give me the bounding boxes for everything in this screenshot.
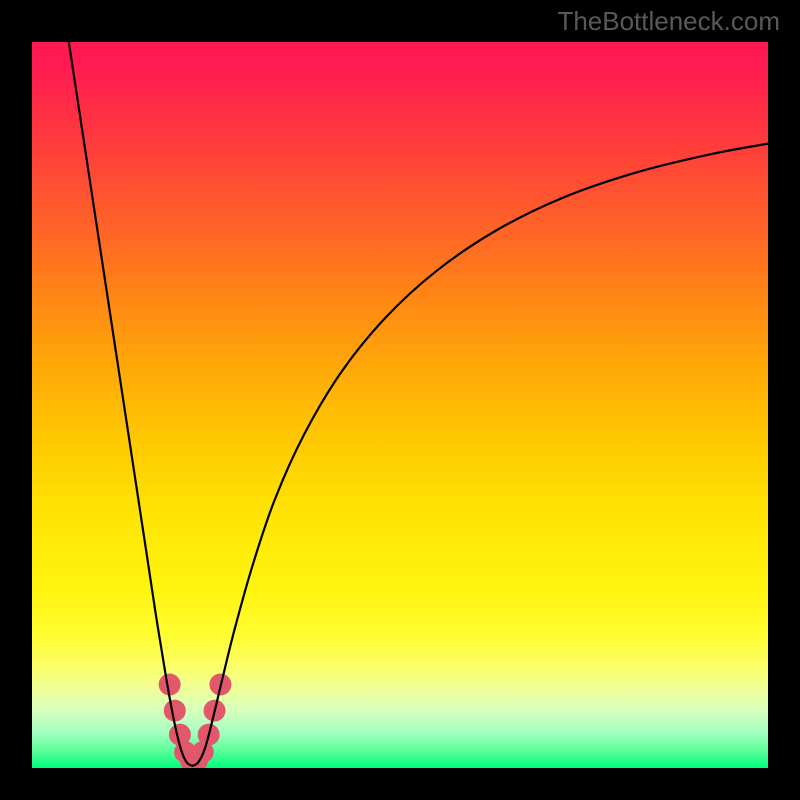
chart-gradient-background — [32, 42, 768, 768]
curve-marker — [164, 700, 186, 722]
bottleneck-chart: TheBottleneck.com — [0, 0, 800, 800]
watermark-text: TheBottleneck.com — [557, 6, 780, 36]
